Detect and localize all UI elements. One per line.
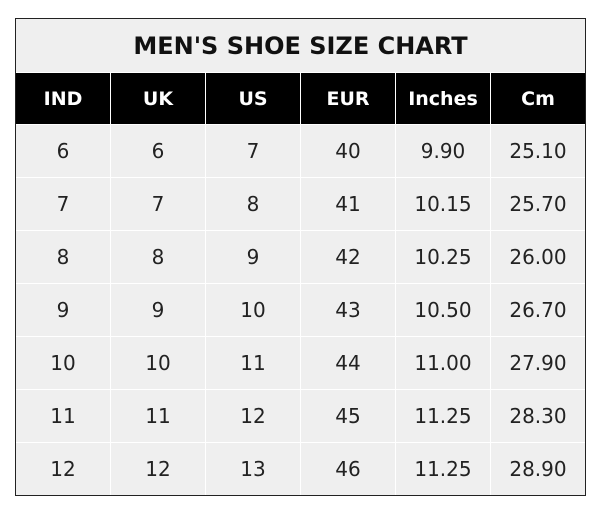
column-header: Inches	[395, 73, 490, 124]
table-row: 8 8 9 42 10.25 26.00	[16, 230, 585, 283]
table-cell: 10.15	[395, 178, 490, 230]
table-cell: 41	[300, 178, 395, 230]
table-cell: 25.10	[490, 125, 585, 177]
column-header: UK	[110, 73, 205, 124]
table-cell: 45	[300, 390, 395, 442]
table-cell: 13	[205, 443, 300, 495]
table-cell: 11	[50, 404, 76, 428]
table-cell: 9.90	[395, 125, 490, 177]
size-chart-table: MEN'S SHOE SIZE CHART IND UK US EUR Inches Cm…	[15, 18, 586, 496]
table-row: 9 9 10 43 10.50 26.70	[16, 283, 585, 336]
table-cell: 7	[205, 125, 300, 177]
table-cell: 10	[110, 337, 205, 389]
table-row: 12 12 13 46 11.25 28.90	[16, 442, 585, 495]
table-cell: 8	[205, 178, 300, 230]
table-row: 6 6 7 40 9.90 25.10	[16, 124, 585, 177]
table-cell: 44	[300, 337, 395, 389]
table-cell: 10	[50, 351, 76, 375]
table-cell: 7	[110, 178, 205, 230]
table-cell: 9	[56, 298, 70, 322]
table-cell: 9	[110, 284, 205, 336]
table-cell: 11	[110, 390, 205, 442]
table-row: 11 11 12 45 11.25 28.30	[16, 389, 585, 442]
table-cell: 11.00	[395, 337, 490, 389]
table-cell: 11.25	[395, 390, 490, 442]
table-cell: 28.30	[490, 390, 585, 442]
table-body: 6 6 7 40 9.90 25.10 7 7 8 41 10.15 25.70 8 8 9 42 10.25 2…	[16, 124, 585, 495]
table-cell: 8	[110, 231, 205, 283]
table-cell: 10.25	[395, 231, 490, 283]
table-cell: 25.70	[490, 178, 585, 230]
table-cell: 46	[300, 443, 395, 495]
table-cell: 11.25	[395, 443, 490, 495]
column-header: US	[205, 73, 300, 124]
header-row: IND UK US EUR Inches Cm	[16, 73, 585, 124]
table-cell: 42	[300, 231, 395, 283]
column-header: Cm	[490, 73, 585, 124]
table-cell: 10	[205, 284, 300, 336]
table-cell: 26.00	[490, 231, 585, 283]
table-cell: 12	[50, 457, 76, 481]
table-cell: 12	[110, 443, 205, 495]
table-cell: 8	[56, 245, 70, 269]
table-cell: 26.70	[490, 284, 585, 336]
table-cell: 10.50	[395, 284, 490, 336]
table-cell: 40	[300, 125, 395, 177]
table-cell: 6	[56, 139, 70, 163]
column-header: EUR	[300, 73, 395, 124]
column-header: IND	[43, 87, 83, 110]
table-cell: 7	[56, 192, 70, 216]
table-title: MEN'S SHOE SIZE CHART	[16, 19, 585, 73]
table-cell: 6	[110, 125, 205, 177]
table-cell: 9	[205, 231, 300, 283]
table-cell: 11	[205, 337, 300, 389]
table-row: 7 7 8 41 10.15 25.70	[16, 177, 585, 230]
table-cell: 12	[205, 390, 300, 442]
table-cell: 27.90	[490, 337, 585, 389]
table-cell: 28.90	[490, 443, 585, 495]
table-cell: 43	[300, 284, 395, 336]
table-row: 10 10 11 44 11.00 27.90	[16, 336, 585, 389]
